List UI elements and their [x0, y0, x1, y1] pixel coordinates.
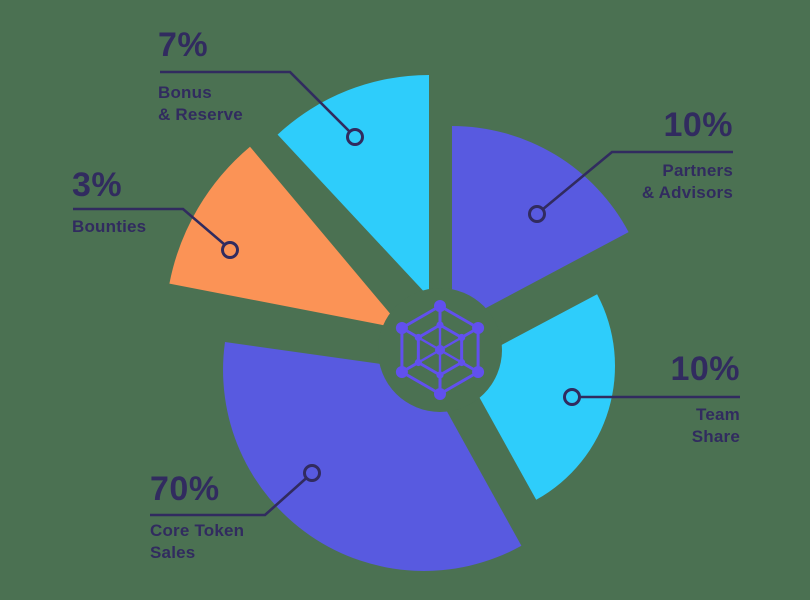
slice-team-share [462, 294, 615, 500]
slice-core-token-sales [223, 342, 522, 571]
pie-slices [169, 75, 629, 571]
team-share-percent: 10% [670, 350, 740, 388]
partners-advisors-label: Partners & Advisors [642, 160, 733, 204]
leader-line-bonus [160, 70, 351, 133]
bonus-reserve-label-line1: Bonus [158, 83, 212, 102]
leader-dot-partners [528, 205, 546, 223]
core-token-sales-label: Core Token Sales [150, 520, 244, 564]
partners-advisors-percent: 10% [663, 106, 733, 144]
partners-advisors-label-line1: Partners [662, 161, 733, 180]
core-token-sales-label-line2: Sales [150, 543, 196, 563]
leader-dot-bonus [346, 128, 364, 146]
bounties-label: Bounties [72, 216, 146, 238]
bonus-reserve-label: Bonus & Reserve [158, 82, 243, 126]
slice-bounties [169, 146, 403, 329]
leader-line-bounties [73, 207, 226, 246]
partners-advisors-label-line2: & Advisors [641, 183, 733, 203]
bounties-label-line1: Bounties [72, 217, 147, 236]
bonus-reserve-label-line2: & Reserve [158, 105, 243, 125]
core-token-sales-label-line1: Core Token [150, 521, 245, 540]
slice-bonus-reserve [277, 75, 429, 297]
leader-dot-bounties [221, 241, 239, 259]
leader-dot-core [303, 464, 321, 482]
leader-line-partners [541, 150, 733, 211]
bonus-reserve-percent: 7% [158, 26, 209, 64]
team-share-label-line2: Share [691, 427, 740, 447]
bounties-percent: 3% [72, 166, 123, 204]
slice-partners-advisors [452, 126, 629, 326]
team-share-label: Team Share [692, 404, 740, 448]
callout-leader-lines [73, 70, 740, 517]
team-share-label-line1: Team [696, 405, 740, 424]
leader-line-core [150, 477, 308, 517]
hexagon-network-icon-nodes [395, 300, 485, 400]
core-token-sales-percent: 70% [150, 470, 220, 508]
leader-dot-team [563, 388, 581, 406]
